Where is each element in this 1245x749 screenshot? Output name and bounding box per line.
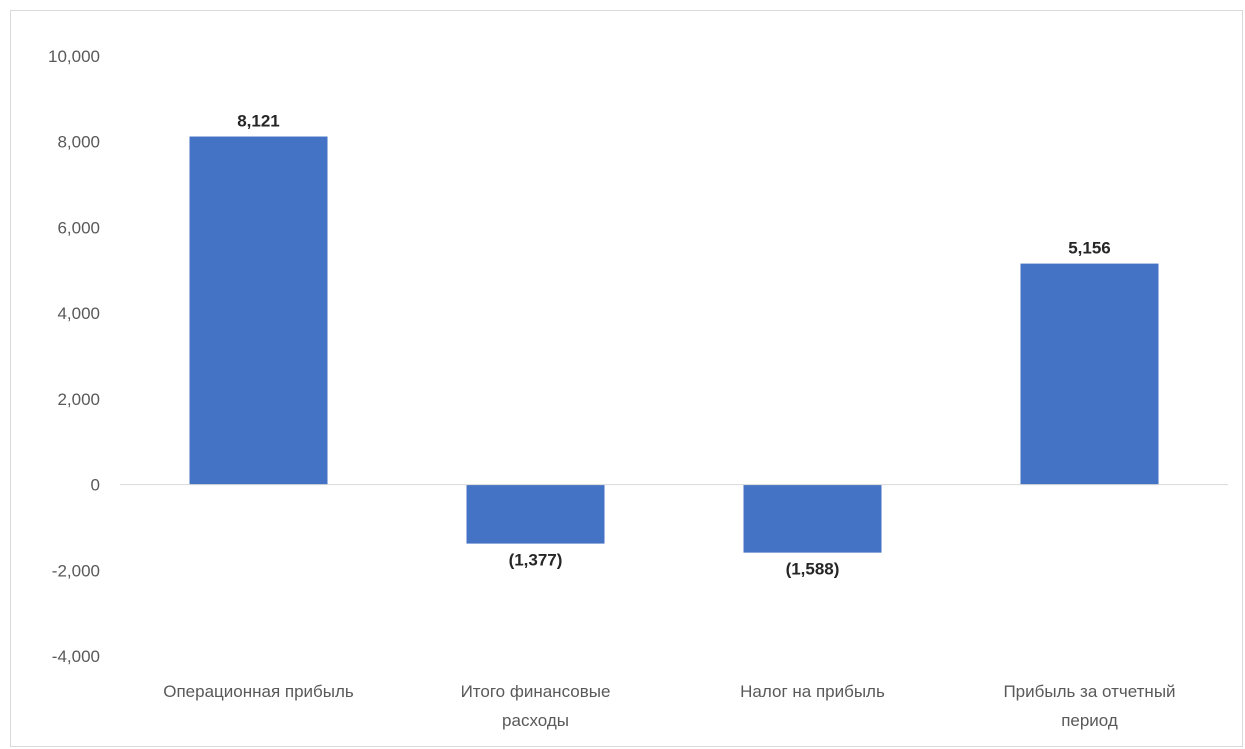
data-label: 5,156 <box>1068 239 1111 258</box>
x-tick-label: Операционная прибыль <box>163 682 354 701</box>
y-tick-label: -4,000 <box>52 647 100 666</box>
data-label: 8,121 <box>237 112 280 131</box>
y-tick-label: 2,000 <box>57 390 100 409</box>
x-tick-label: Прибыль за отчетный <box>1003 682 1175 701</box>
data-label: (1,377) <box>509 551 563 570</box>
data-label: (1,588) <box>786 560 840 579</box>
y-tick-label: -2,000 <box>52 561 100 580</box>
bar <box>189 136 328 485</box>
y-tick-label: 8,000 <box>57 133 100 152</box>
bar <box>743 484 882 553</box>
x-tick-label: Налог на прибыль <box>740 682 885 701</box>
y-tick-label: 4,000 <box>57 304 100 323</box>
y-tick-label: 0 <box>91 476 100 495</box>
x-tick-label: Итого финансовые <box>461 682 611 701</box>
bar <box>1020 263 1159 485</box>
y-tick-label: 10,000 <box>48 47 100 66</box>
bar <box>466 484 605 544</box>
x-tick-label: расходы <box>502 711 569 730</box>
x-tick-label: период <box>1061 711 1118 730</box>
y-tick-label: 6,000 <box>57 218 100 237</box>
